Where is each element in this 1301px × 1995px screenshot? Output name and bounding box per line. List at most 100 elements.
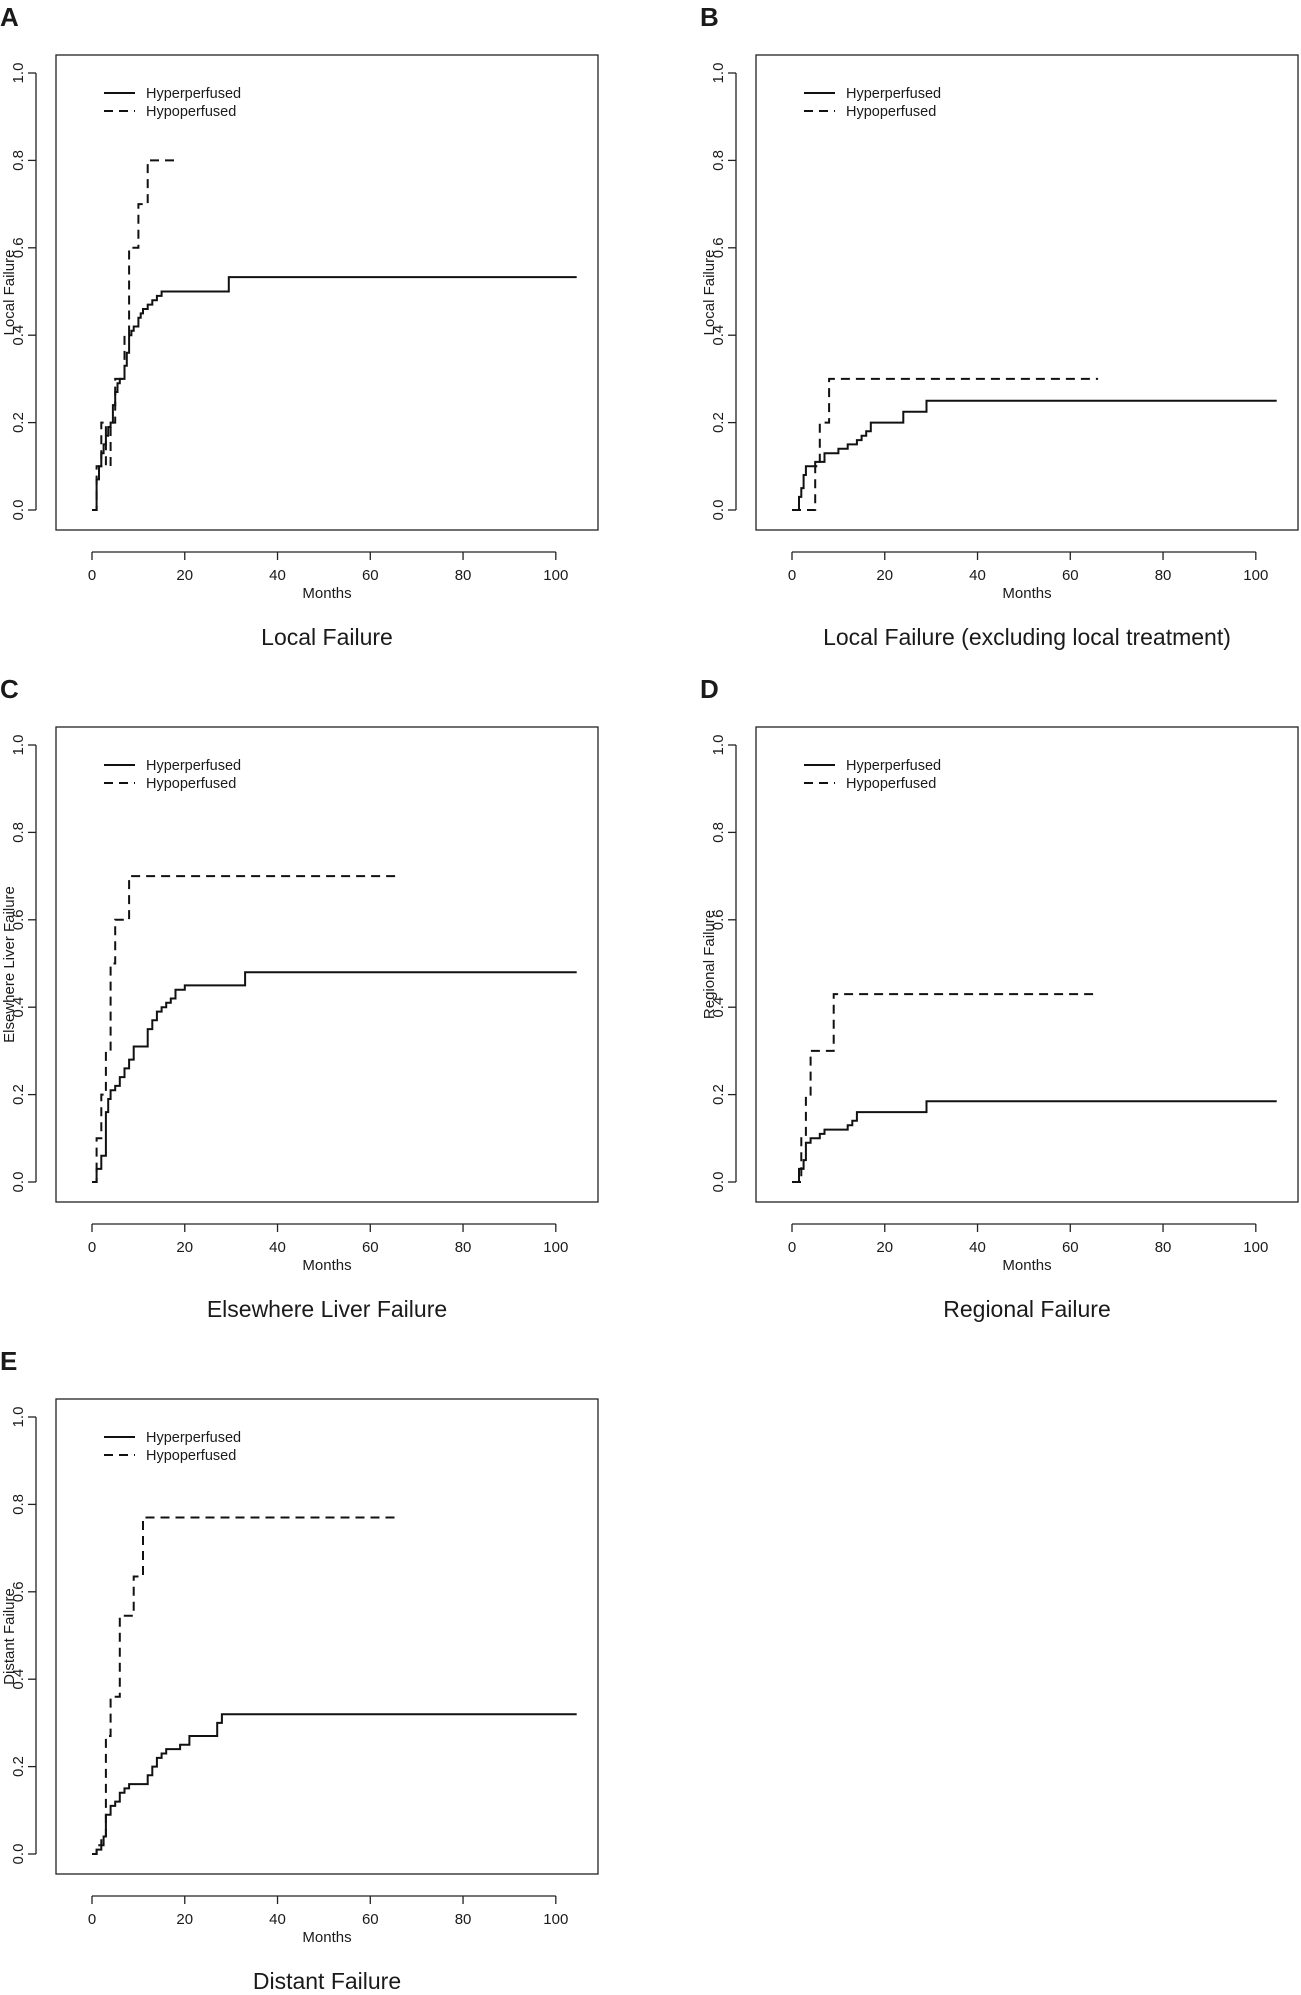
y-axis-label: Local Failure <box>701 250 718 336</box>
panel-title: Local Failure (excluding local treatment… <box>823 624 1231 650</box>
x-tick-label: 100 <box>543 567 568 584</box>
y-tick-label: 0.2 <box>10 1084 27 1105</box>
y-tick-label: 0.0 <box>10 1844 27 1865</box>
x-tick-label: 0 <box>788 1239 796 1256</box>
y-tick-label: 0.4 <box>10 325 27 346</box>
legend-label: Hypoperfused <box>146 104 236 120</box>
y-tick-label: 1.0 <box>10 63 27 84</box>
plot-frame <box>755 726 1299 1203</box>
plot-frame <box>755 54 1299 531</box>
x-tick-label: 40 <box>269 1911 286 1928</box>
series-line-hyperperfused <box>792 399 1277 511</box>
y-tick-label: 0.4 <box>10 997 27 1018</box>
x-tick-label: 0 <box>88 1911 96 1928</box>
x-axis-label: Months <box>302 1929 351 1946</box>
plot-frame <box>55 54 599 531</box>
y-tick-label: 0.2 <box>710 1084 727 1105</box>
y-tick-label: 1.0 <box>710 63 727 84</box>
panel-letter: A <box>0 2 19 32</box>
legend-label: Hyperperfused <box>846 86 941 102</box>
y-axis-label: Elsewhere Liver Failure <box>1 886 18 1043</box>
x-tick-label: 40 <box>969 567 986 584</box>
panel-c: C 0 20 40 60 80 100 0.0 0.2 0.4 0.6 0.8 1.0 Months Els… <box>0 674 599 1322</box>
x-tick-label: 60 <box>1062 567 1079 584</box>
y-axis-label: Local Failure <box>1 250 18 336</box>
legend-label: Hypoperfused <box>146 1448 236 1464</box>
legend-label: Hypoperfused <box>146 776 236 792</box>
x-axis-label: Months <box>302 585 351 602</box>
legend: Hyperperfused Hypoperfused <box>104 86 241 120</box>
x-tick-label: 40 <box>969 1239 986 1256</box>
x-tick-label: 40 <box>269 567 286 584</box>
legend-label: Hyperperfused <box>146 758 241 774</box>
series-line-hypoperfused <box>92 875 399 1183</box>
legend-label: Hyperperfused <box>146 1430 241 1446</box>
y-tick-label: 1.0 <box>10 735 27 756</box>
panel-title: Regional Failure <box>943 1296 1110 1322</box>
x-axis-label: Months <box>1002 1257 1051 1274</box>
legend-label: Hyperperfused <box>146 86 241 102</box>
y-tick-label: 0.6 <box>10 237 27 258</box>
legend: Hyperperfused Hypoperfused <box>104 1430 241 1464</box>
panel-letter: B <box>700 2 719 32</box>
y-tick-label: 0.4 <box>710 325 727 346</box>
x-tick-label: 80 <box>1155 1239 1172 1256</box>
plot-frame <box>55 1398 599 1875</box>
legend-label: Hypoperfused <box>846 776 936 792</box>
x-tick-label: 100 <box>1243 1239 1268 1256</box>
y-tick-label: 0.0 <box>10 1172 27 1193</box>
x-tick-label: 100 <box>1243 567 1268 584</box>
y-tick-label: 0.8 <box>10 150 27 171</box>
legend: Hyperperfused Hypoperfused <box>104 758 241 792</box>
y-tick-label: 1.0 <box>710 735 727 756</box>
y-tick-label: 0.0 <box>710 1172 727 1193</box>
y-tick-label: 0.6 <box>710 909 727 930</box>
x-tick-label: 20 <box>876 1239 893 1256</box>
series-line-hypoperfused <box>92 159 176 511</box>
panel-letter: C <box>0 674 19 704</box>
y-tick-label: 0.0 <box>10 500 27 521</box>
panel-d: D 0 20 40 60 80 100 0.0 0.2 0.4 0.6 0.8 1.0 Months Reg… <box>700 674 1299 1322</box>
series-line-hypoperfused <box>792 993 1099 1183</box>
legend-label: Hypoperfused <box>846 104 936 120</box>
plot-frame <box>55 726 599 1203</box>
panel-b: B 0 20 40 60 80 100 0.0 0.2 0.4 0.6 0.8 1.0 Months Loc… <box>700 2 1299 650</box>
x-tick-label: 80 <box>455 1911 472 1928</box>
y-tick-label: 0.8 <box>710 822 727 843</box>
panel-letter: E <box>0 1346 17 1376</box>
x-tick-label: 20 <box>176 567 193 584</box>
y-axis-label: Distant Failure <box>1 1588 18 1685</box>
panel-title: Elsewhere Liver Failure <box>207 1296 447 1322</box>
x-tick-label: 60 <box>362 1239 379 1256</box>
y-tick-label: 0.6 <box>10 909 27 930</box>
y-tick-label: 0.0 <box>710 500 727 521</box>
y-tick-label: 0.2 <box>710 412 727 433</box>
legend: Hyperperfused Hypoperfused <box>804 758 941 792</box>
y-tick-label: 0.2 <box>10 1756 27 1777</box>
y-tick-label: 0.8 <box>710 150 727 171</box>
y-tick-label: 0.2 <box>10 412 27 433</box>
x-tick-label: 60 <box>362 1911 379 1928</box>
x-tick-label: 100 <box>543 1239 568 1256</box>
y-tick-label: 0.6 <box>10 1581 27 1602</box>
series-line-hyperperfused <box>92 971 577 1183</box>
y-tick-label: 0.4 <box>710 997 727 1018</box>
series-line-hyperperfused <box>92 1713 577 1855</box>
y-tick-label: 0.8 <box>10 822 27 843</box>
x-tick-label: 0 <box>88 1239 96 1256</box>
series-line-hypoperfused <box>792 377 1099 511</box>
legend-label: Hyperperfused <box>846 758 941 774</box>
series-line-hypoperfused <box>92 1516 399 1855</box>
y-tick-label: 0.8 <box>10 1494 27 1515</box>
legend: Hyperperfused Hypoperfused <box>804 86 941 120</box>
x-tick-label: 100 <box>543 1911 568 1928</box>
x-axis-label: Months <box>1002 585 1051 602</box>
x-tick-label: 0 <box>88 567 96 584</box>
x-tick-label: 60 <box>1062 1239 1079 1256</box>
y-tick-label: 1.0 <box>10 1407 27 1428</box>
y-tick-label: 0.6 <box>710 237 727 258</box>
series-line-hyperperfused <box>792 1100 1277 1183</box>
x-tick-label: 20 <box>176 1911 193 1928</box>
y-axis-label: Regional Failure <box>701 910 718 1019</box>
